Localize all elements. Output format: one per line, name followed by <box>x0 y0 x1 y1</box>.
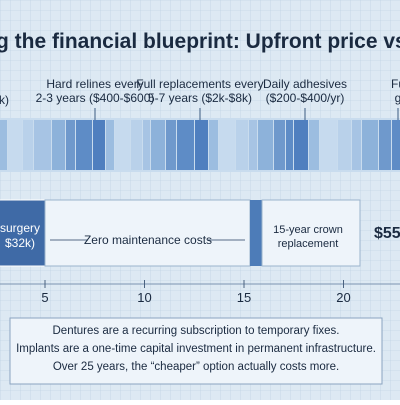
crown-block <box>261 199 361 267</box>
timeline-segment <box>8 120 22 170</box>
timeline-segment <box>286 120 293 170</box>
timeline-segment <box>166 120 176 170</box>
note-label: g <box>395 91 400 105</box>
timeline-segment <box>379 120 391 170</box>
tick-label: 10 <box>137 290 151 305</box>
timeline-segment <box>76 120 92 170</box>
timeline-segment <box>338 120 351 170</box>
timeline-segment <box>151 120 165 170</box>
crown-marker <box>250 200 262 266</box>
title: g the financial blueprint: Upfront price… <box>0 30 400 53</box>
timeline-segment <box>362 120 378 170</box>
maintenance-label: Zero maintenance costs <box>84 233 212 247</box>
timeline-segment <box>209 120 218 170</box>
note-box <box>9 317 383 385</box>
timeline-segment <box>106 120 114 170</box>
surgery-block <box>0 199 46 267</box>
timeline-segment <box>52 120 65 170</box>
tick-label: 15 <box>237 290 251 305</box>
note-line: Over 25 years, the “cheaper” option actu… <box>53 361 339 373</box>
surgery-label: $32k) <box>5 236 35 250</box>
tick-label: 20 <box>336 290 350 305</box>
timeline-segment <box>195 120 208 170</box>
note-label: Full replacements every <box>136 77 263 91</box>
timeline-segment <box>352 120 361 170</box>
timeline-segment <box>93 120 105 170</box>
note-label: Fu <box>391 77 400 91</box>
timeline-segment <box>320 120 337 170</box>
timeline-segment <box>236 120 248 170</box>
note-label: Hard relines every <box>46 77 143 91</box>
year-axis: 5 10 15 20 <box>0 280 400 305</box>
timeline-segment <box>115 120 130 170</box>
timeline-segment <box>249 120 257 170</box>
note-label: 2-3 years ($400-$600) <box>36 91 155 105</box>
note-line: Dentures are a recurring subscription to… <box>53 325 340 337</box>
timeline-segment <box>23 120 33 170</box>
timeline-segment <box>219 120 235 170</box>
timeline-segment <box>274 120 285 170</box>
timeline-segment <box>258 120 273 170</box>
timeline-segment <box>143 120 150 170</box>
surgery-label: surgery <box>0 221 40 235</box>
timeline-segment <box>131 120 142 170</box>
timeline-segment <box>294 120 308 170</box>
denture-timeline <box>0 118 400 172</box>
timeline-segment <box>309 120 319 170</box>
timeline-segment <box>0 120 7 170</box>
left-label: k) <box>0 93 9 107</box>
timeline-segment <box>66 120 75 170</box>
crown-label: 15-year crown <box>273 224 343 236</box>
timeline-segment <box>34 120 51 170</box>
tick-label: 5 <box>41 290 48 305</box>
timeline-segment <box>177 120 194 170</box>
note-label: ($200-$400/yr) <box>266 91 345 105</box>
timeline-segment <box>392 120 400 170</box>
crown-label: replacement <box>278 238 339 250</box>
note-label: 5-7 years ($2k-$8k) <box>148 91 252 105</box>
note-line: Implants are a one-time capital investme… <box>16 343 376 355</box>
note-label: Daily adhesives <box>263 77 347 91</box>
total-cost: $55 <box>374 225 400 242</box>
label-bg <box>88 232 208 248</box>
